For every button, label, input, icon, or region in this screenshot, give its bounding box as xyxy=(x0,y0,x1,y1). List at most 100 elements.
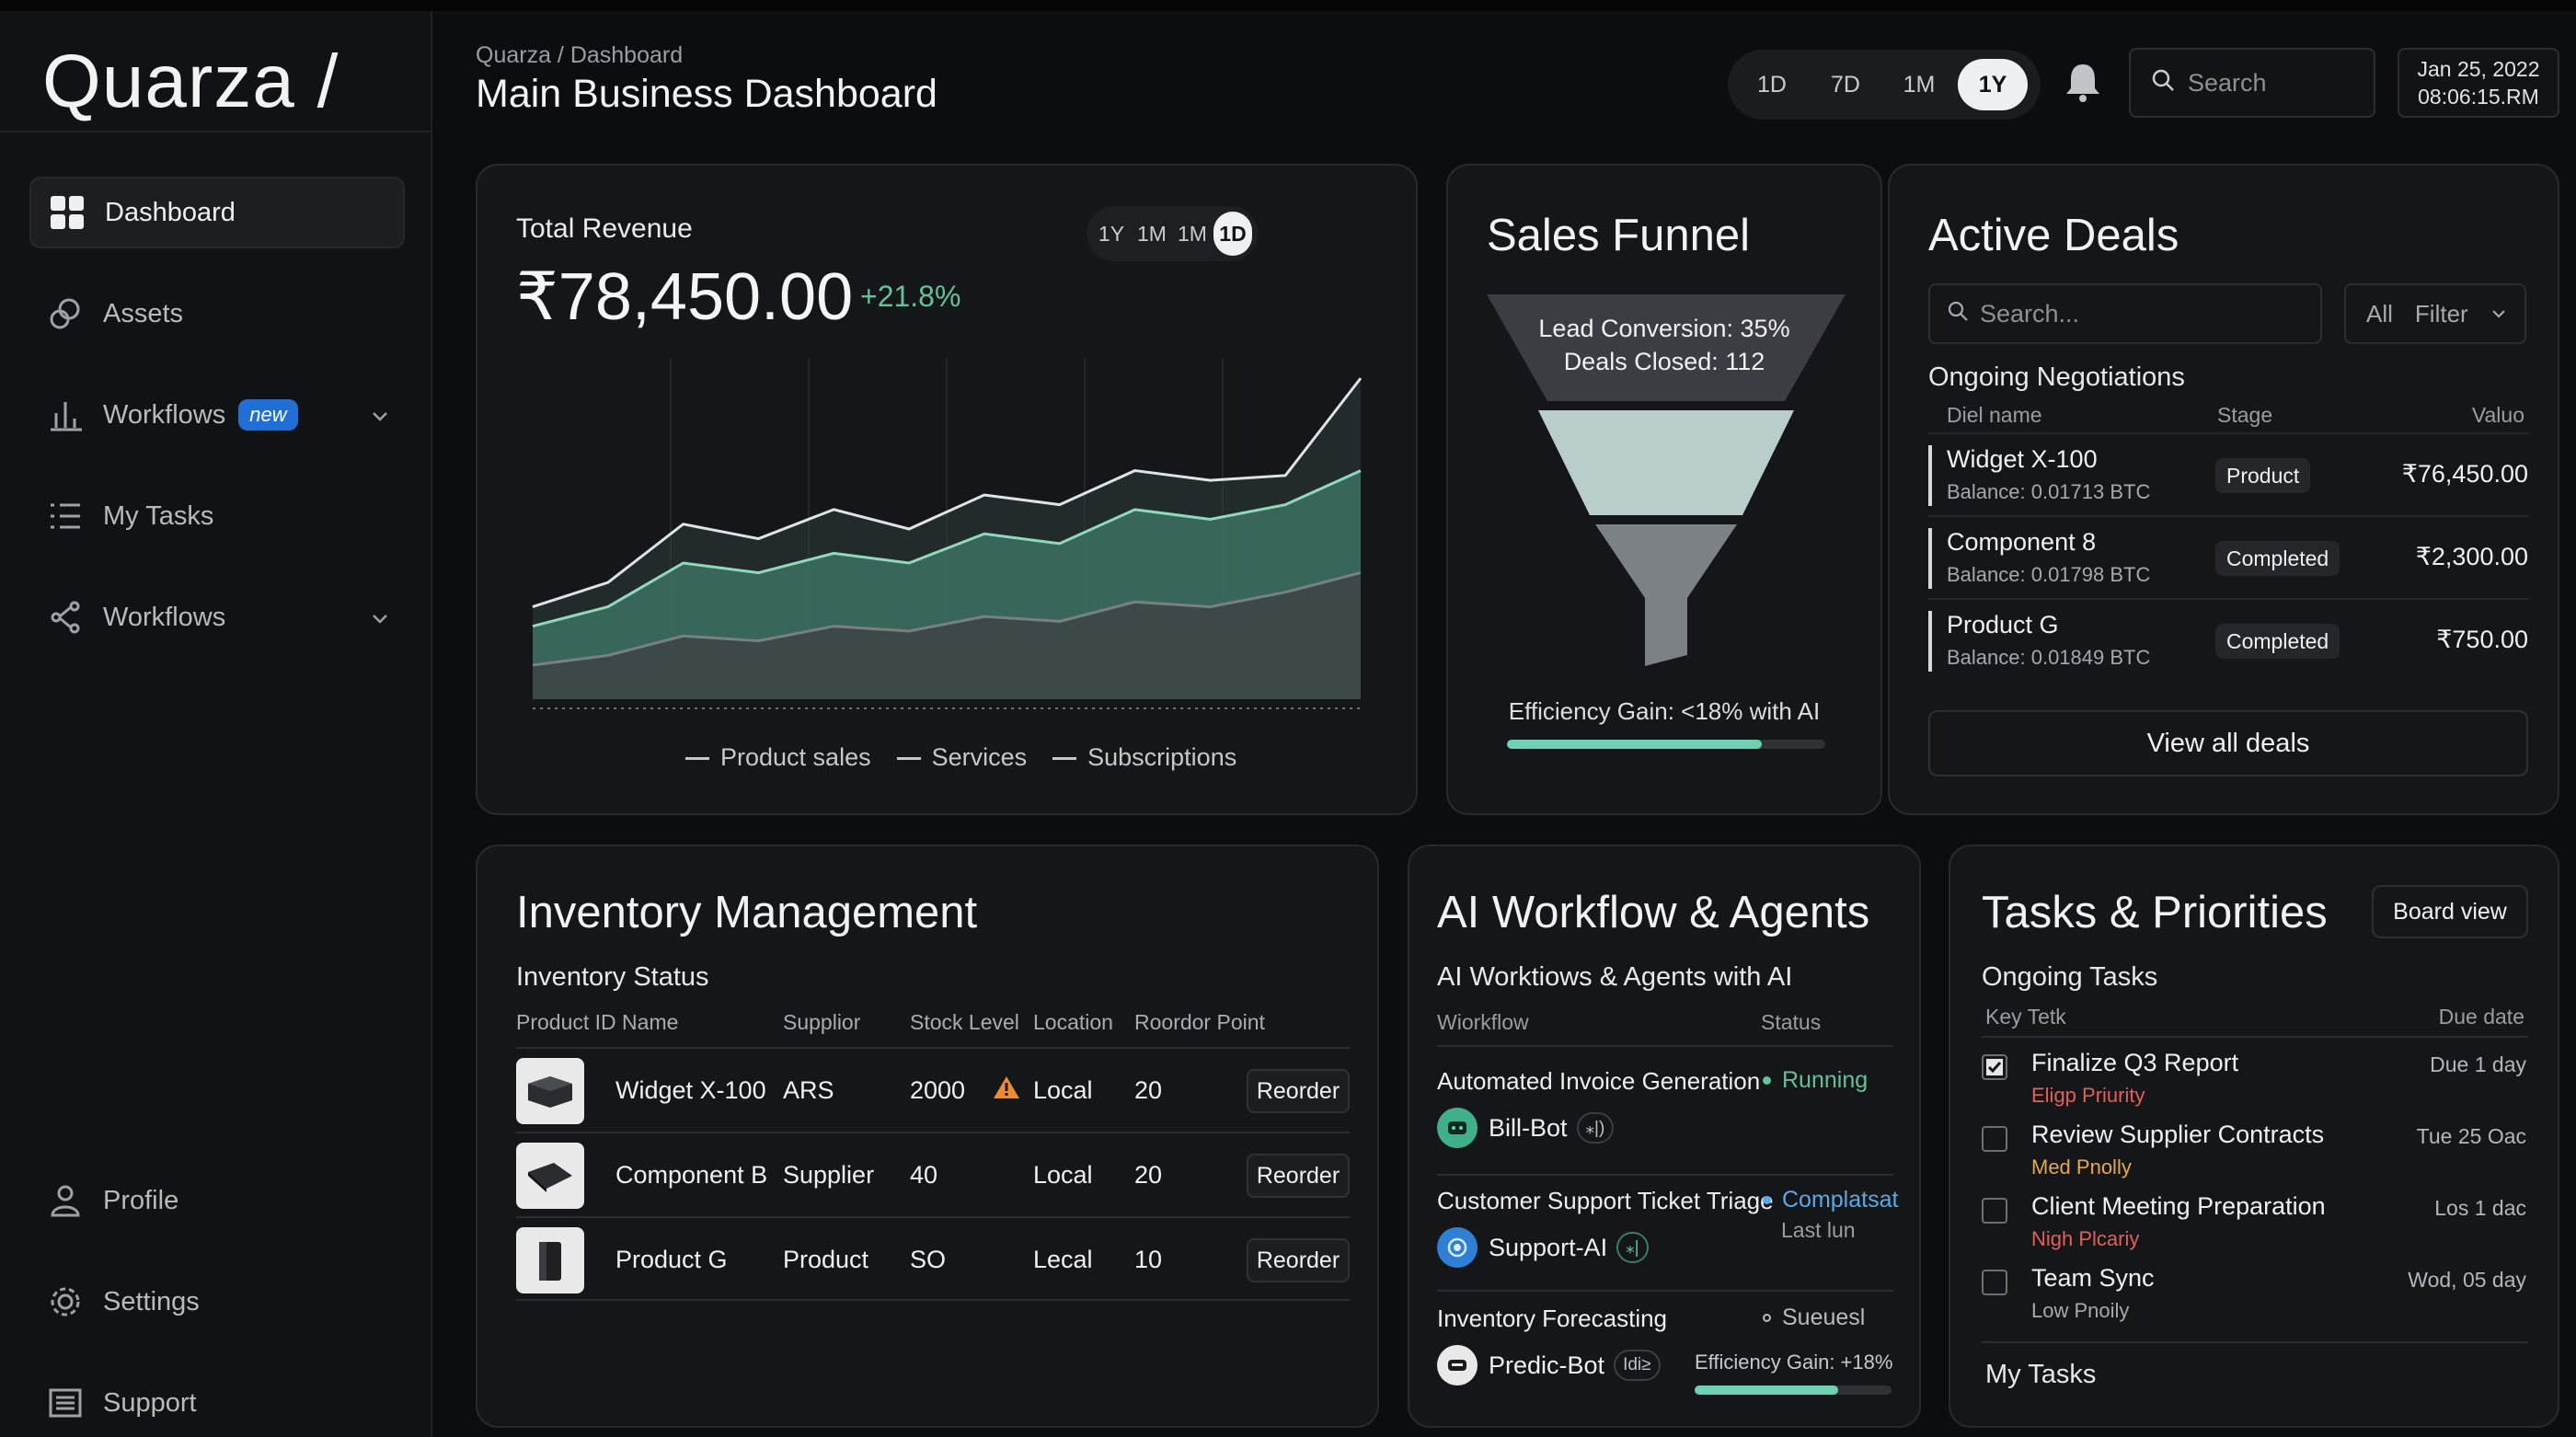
date-text: Jan 25, 2022 xyxy=(2417,57,2540,81)
task-item[interactable]: Team Sync Low Pnoily Wod, 05 day xyxy=(1982,1264,2526,1336)
workflow-status: Sueuesl xyxy=(1763,1305,1865,1331)
deal-name: Component 8 xyxy=(1947,528,2097,556)
task-checkbox[interactable] xyxy=(1982,1126,2007,1152)
task-checkbox-checked[interactable] xyxy=(1982,1054,2007,1080)
reorder-button[interactable]: Reorder xyxy=(1247,1069,1350,1113)
task-name: Review Supplier Contracts xyxy=(2031,1121,2325,1148)
table-row[interactable]: Product G Product SO Lecal 10 Reorder xyxy=(516,1216,1350,1301)
table-row[interactable]: Component B Supplier 40 Local 20 Reorder xyxy=(516,1132,1350,1216)
range-1y-button[interactable]: 1Y xyxy=(1098,221,1125,246)
range-7d-button[interactable]: 7D xyxy=(1831,71,1860,98)
task-due: Wod, 05 day xyxy=(2408,1268,2526,1292)
workflow-name[interactable]: Automated Invoice Generation xyxy=(1437,1067,1761,1095)
filter-label: Filter xyxy=(2414,299,2468,328)
total-revenue-card: Total Revenue ₹78,450.00 +21.8% 1Y 1M 1M… xyxy=(476,164,1418,815)
chevron-down-icon[interactable] xyxy=(370,605,390,636)
inventory-title: Inventory Management xyxy=(516,888,978,937)
my-tasks-link[interactable]: My Tasks xyxy=(1985,1360,2097,1389)
sidebar-item-dashboard[interactable]: Dashboard xyxy=(29,177,405,248)
range-1d-button[interactable]: 1D xyxy=(1213,212,1252,256)
agent-name: Support-AI xyxy=(1489,1233,1608,1261)
active-deals-title: Active Deals xyxy=(1928,211,2179,260)
inventory-card: Inventory Management Inventory Status Pr… xyxy=(476,845,1379,1428)
deal-row-marker xyxy=(1928,611,1932,672)
page-title: Main Business Dashboard xyxy=(476,72,937,116)
workflow-name[interactable]: Customer Support Ticket Triage xyxy=(1437,1187,1774,1214)
workflow-name[interactable]: Inventory Forecasting xyxy=(1437,1305,1668,1332)
agent-name: Bill-Bot xyxy=(1489,1113,1568,1142)
sidebar-item-workflows-2[interactable]: Workflows xyxy=(29,581,405,653)
inventory-status-heading: Inventory Status xyxy=(516,962,709,992)
range-1m-button[interactable]: 1M xyxy=(1178,221,1207,246)
sidebar-item-assets[interactable]: Assets xyxy=(29,278,405,350)
agent-chip[interactable]: Support-AI ⁎| xyxy=(1437,1227,1649,1268)
divider xyxy=(1437,1290,1893,1292)
supplier-cell: Supplier xyxy=(783,1161,875,1189)
reorder-button[interactable]: Reorder xyxy=(1247,1154,1350,1198)
efficiency-progress-bar xyxy=(1507,740,1825,749)
table-row[interactable]: Widget X-100 ARS 2000 Local 20 Reorder xyxy=(516,1047,1350,1132)
legend-item-services[interactable]: Services xyxy=(896,743,1027,772)
sales-funnel-title: Sales Funnel xyxy=(1487,211,1751,260)
revenue-label: Total Revenue xyxy=(516,213,693,244)
bell-icon[interactable] xyxy=(2063,61,2103,109)
reorder-point-cell: 20 xyxy=(1134,1161,1163,1189)
task-item[interactable]: Client Meeting Preparation Nigh Plcariy … xyxy=(1982,1192,2526,1264)
task-due: Los 1 dac xyxy=(2434,1196,2526,1220)
range-1y-button[interactable]: 1Y xyxy=(1958,59,2028,110)
board-view-button[interactable]: Board view xyxy=(2372,885,2528,938)
series-line-2 xyxy=(532,571,1362,667)
deals-search-placeholder: Search... xyxy=(1980,299,2080,328)
reorder-button[interactable]: Reorder xyxy=(1247,1238,1350,1282)
view-all-deals-button[interactable]: View all deals xyxy=(1928,710,2528,776)
sidebar-item-my-tasks[interactable]: My Tasks xyxy=(29,480,405,552)
range-1m-button[interactable]: 1M xyxy=(1903,71,1936,98)
task-checkbox[interactable] xyxy=(1982,1270,2007,1295)
deal-name: Product G xyxy=(1947,611,2059,638)
divider xyxy=(1437,1174,1893,1176)
deals-search-input[interactable]: Search... xyxy=(1928,283,2322,344)
product-name: Product G xyxy=(615,1246,728,1273)
stage-badge: Product xyxy=(2215,458,2311,493)
task-checkbox[interactable] xyxy=(1982,1198,2007,1224)
ongoing-tasks-heading: Ongoing Tasks xyxy=(1982,962,2158,992)
col-product: Product ID Name xyxy=(516,1010,679,1034)
sidebar-item-profile[interactable]: Profile xyxy=(29,1165,405,1236)
sidebar-item-label: Support xyxy=(103,1387,197,1418)
dashboard-grid-icon xyxy=(48,193,86,232)
sidebar-item-label: Profile xyxy=(103,1185,179,1215)
task-item[interactable]: Review Supplier Contracts Med Pnolly Tue… xyxy=(1982,1121,2526,1192)
forecast-bot-icon xyxy=(1437,1345,1478,1385)
sidebar-item-workflows[interactable]: Workflows new xyxy=(29,379,405,451)
sidebar-item-support[interactable]: Support xyxy=(29,1367,405,1437)
bot-icon xyxy=(1437,1108,1478,1148)
deal-row[interactable]: Component 8 Balance: 0.01798 BTC Complet… xyxy=(1928,515,2528,596)
search-input[interactable]: Search xyxy=(2129,48,2375,118)
range-1m-button[interactable]: 1M xyxy=(1137,221,1167,246)
range-1d-button[interactable]: 1D xyxy=(1757,71,1787,98)
legend-item-product-sales[interactable]: Product sales xyxy=(685,743,871,772)
workflow-status: Running xyxy=(1763,1067,1868,1094)
time-range-selector: 1D 7D 1M 1Y xyxy=(1728,50,2041,120)
new-badge: new xyxy=(238,399,298,431)
deal-row[interactable]: Widget X-100 Balance: 0.01713 BTC Produc… xyxy=(1928,432,2528,513)
efficiency-gain-text: Efficiency Gain: <18% with AI xyxy=(1508,697,1821,725)
product-thumbnail xyxy=(516,1143,584,1209)
legend-item-subscriptions[interactable]: Subscriptions xyxy=(1052,743,1236,772)
chevron-down-icon xyxy=(2490,300,2507,328)
agent-chip[interactable]: Bill-Bot ⁎|) xyxy=(1437,1108,1615,1148)
col-key-task: Key Tetk xyxy=(1985,1005,2066,1029)
task-item[interactable]: Finalize Q3 Report Eligp Priurity Due 1 … xyxy=(1982,1049,2526,1121)
deals-filter-dropdown[interactable]: All Filter xyxy=(2344,283,2526,344)
chevron-down-icon[interactable] xyxy=(370,403,390,433)
breadcrumb[interactable]: Quarza / Dashboard xyxy=(476,42,684,68)
stage-badge: Completed xyxy=(2215,541,2340,576)
filter-all-option[interactable]: All xyxy=(2366,299,2393,328)
deal-row[interactable]: Product G Balance: 0.01849 BTC Completed… xyxy=(1928,598,2528,679)
deal-row-marker xyxy=(1928,445,1932,506)
agent-chip[interactable]: Predic-Bot Idi≥ xyxy=(1437,1345,1661,1385)
reorder-point-cell: 10 xyxy=(1134,1246,1163,1273)
search-placeholder: Search xyxy=(2188,68,2267,97)
sidebar-item-settings[interactable]: Settings xyxy=(29,1266,405,1338)
agent-tag: ⁎|) xyxy=(1576,1112,1615,1144)
